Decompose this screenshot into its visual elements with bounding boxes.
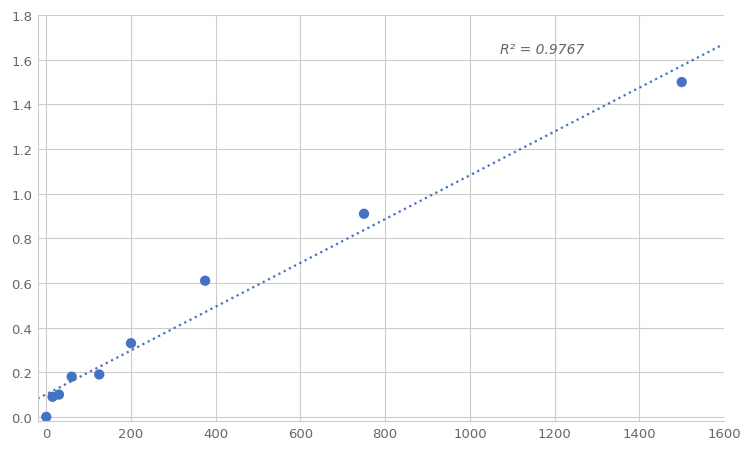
Point: [199, 277, 211, 285]
Text: R² = 0.9767: R² = 0.9767: [499, 43, 584, 57]
Point: [125, 340, 137, 347]
Point: [358, 211, 370, 218]
Point: [47, 393, 59, 400]
Point: [53, 391, 65, 398]
Point: [93, 371, 105, 378]
Point: [65, 373, 77, 381]
Point: [676, 79, 688, 87]
Point: [41, 413, 53, 420]
